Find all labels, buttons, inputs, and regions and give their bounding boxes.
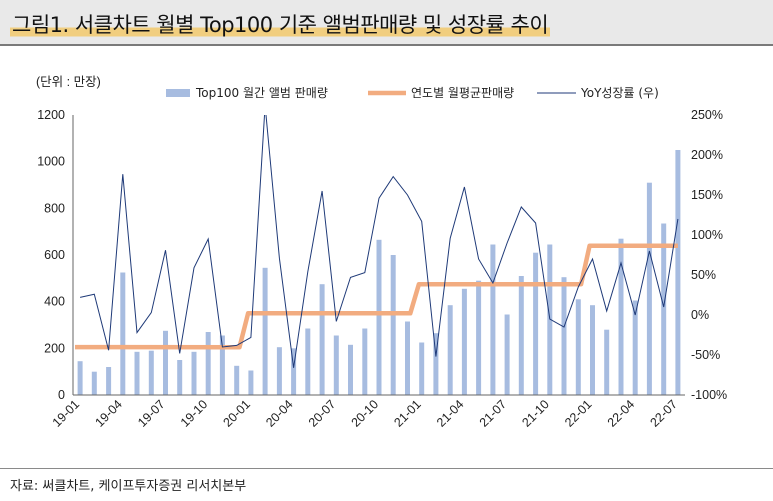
bar-19-11 xyxy=(219,335,225,395)
x-tick-label: 20-10 xyxy=(349,397,382,430)
bar-21-05 xyxy=(476,280,482,395)
footer: 자료: 써클차트, 케이프투자증권 리서치본부 xyxy=(0,468,773,501)
y-tick-label: 200 xyxy=(44,341,65,355)
y2-tick-label: 0% xyxy=(691,308,709,322)
bar-19-09 xyxy=(191,351,197,395)
legend: Top100 월간 앨범 판매량 연도별 월평균판매량 YoY성장률 (우) xyxy=(166,86,659,100)
bar-21-06 xyxy=(490,244,496,395)
x-tick-label: 19-10 xyxy=(178,397,211,430)
line-series xyxy=(74,115,679,368)
bar-20-11 xyxy=(390,255,396,395)
bar-22-02 xyxy=(604,329,610,395)
x-tick-label: 19-07 xyxy=(135,397,168,430)
x-tick-label: 20-04 xyxy=(263,397,296,430)
y-tick-label: 1000 xyxy=(37,155,65,169)
bar-19-02 xyxy=(91,371,97,395)
y-tick-label: 800 xyxy=(44,201,65,215)
bar-19-01 xyxy=(77,361,83,395)
bar-21-10 xyxy=(547,244,553,395)
y2-tick-label: 200% xyxy=(691,148,723,162)
bar-21-02 xyxy=(433,333,439,395)
bar-19-12 xyxy=(234,365,240,395)
y2-tick-label: -50% xyxy=(691,348,720,362)
bar-19-10 xyxy=(205,332,211,395)
legend-bar-label: Top100 월간 앨범 판매량 xyxy=(195,86,328,100)
x-tick-label: 21-01 xyxy=(391,397,424,430)
bar-20-02 xyxy=(262,267,268,395)
bar-20-04 xyxy=(291,348,297,395)
bar-20-12 xyxy=(405,321,410,395)
y-tick-label: 0 xyxy=(58,388,65,402)
bar-19-08 xyxy=(177,360,183,395)
unit-label: (단위 : 만장) xyxy=(36,75,101,89)
chart-area: (단위 : 만장) Top100 월간 앨범 판매량 연도별 월평균판매량 YoY성… xyxy=(36,75,727,430)
legend-avg-label: 연도별 월평균판매량 xyxy=(411,86,514,100)
bar-19-06 xyxy=(148,350,154,395)
x-tick-label: 21-04 xyxy=(434,397,467,430)
x-tick-label: 22-04 xyxy=(605,397,638,430)
yoy-line xyxy=(79,115,679,368)
legend-yoy-label: YoY성장률 (우) xyxy=(580,86,659,100)
bar-20-06 xyxy=(319,284,325,395)
bar-22-03 xyxy=(618,238,624,395)
bar-series xyxy=(77,150,681,395)
x-tick-label: 21-10 xyxy=(519,397,552,430)
bar-22-06 xyxy=(661,223,667,395)
bar-22-07 xyxy=(675,150,681,395)
y-tick-label: 600 xyxy=(44,248,65,262)
y2-tick-label: 100% xyxy=(691,228,723,242)
x-tick-label: 22-07 xyxy=(647,397,680,430)
bar-20-07 xyxy=(333,335,339,395)
bar-21-04 xyxy=(461,288,467,395)
bar-21-01 xyxy=(419,342,425,395)
bar-19-04 xyxy=(120,272,126,395)
avg-line xyxy=(74,243,678,350)
bar-21-12 xyxy=(575,299,581,395)
y-tick-label: 400 xyxy=(44,295,65,309)
title-bar: 그림1. 서클차트 월별 Top100 기준 앨범판매량 및 성장률 추이 xyxy=(0,0,773,46)
bar-21-11 xyxy=(561,277,567,395)
legend-bar-swatch xyxy=(166,89,190,97)
axes: 0 200 400 600 800 1000 1200 -100% -50% 0% 50% 100% 1… xyxy=(37,108,727,430)
y2-tick-label: 250% xyxy=(691,108,723,122)
bar-20-09 xyxy=(362,328,368,395)
bar-22-04 xyxy=(632,300,638,395)
bar-19-07 xyxy=(163,330,168,395)
bar-21-03 xyxy=(447,305,453,395)
x-tick-label: 19-01 xyxy=(50,397,83,430)
x-tick-label: 21-07 xyxy=(477,397,510,430)
y-tick-label: 1200 xyxy=(37,108,65,122)
bar-20-10 xyxy=(376,239,382,395)
bar-22-01 xyxy=(590,305,595,395)
bar-19-05 xyxy=(134,351,140,395)
bar-19-03 xyxy=(106,367,112,395)
x-tick-label: 22-01 xyxy=(562,397,595,430)
bar-20-01 xyxy=(248,370,254,395)
bar-22-05 xyxy=(646,182,652,395)
bar-20-05 xyxy=(305,328,311,395)
y2-tick-label: -100% xyxy=(691,388,727,402)
bar-21-09 xyxy=(533,252,539,395)
x-tick-label: 19-04 xyxy=(92,397,125,430)
x-tick-label: 20-01 xyxy=(221,397,254,430)
y2-tick-label: 150% xyxy=(691,188,723,202)
bar-20-08 xyxy=(348,344,353,395)
source-note: 자료: 써클차트, 케이프투자증권 리서치본부 xyxy=(10,479,247,494)
chart-title: 그림1. 서클차트 월별 Top100 기준 앨범판매량 및 성장률 추이 xyxy=(10,9,551,39)
bar-21-07 xyxy=(504,314,510,395)
bar-20-03 xyxy=(276,347,282,395)
y2-tick-label: 50% xyxy=(691,268,716,282)
x-tick-label: 20-07 xyxy=(306,397,339,430)
bar-21-08 xyxy=(518,276,524,395)
